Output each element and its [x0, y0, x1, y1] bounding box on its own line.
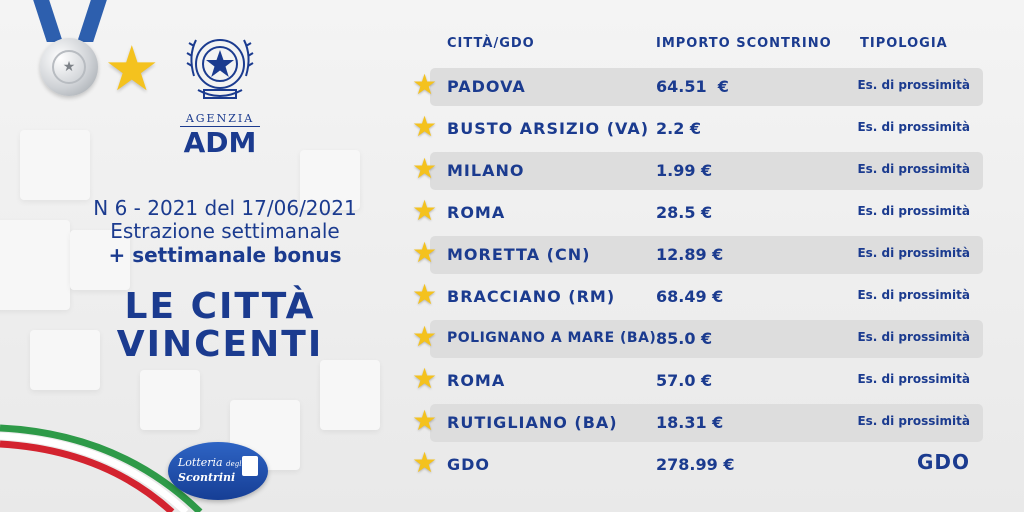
row-city: BUSTO ARSIZIO (VA) — [447, 119, 650, 138]
table-row: ★ RUTIGLIANO (BA) 18.31 € Es. di prossim… — [412, 400, 1012, 442]
italian-flag-swoosh — [0, 424, 203, 512]
logo-line-2: degli — [226, 460, 244, 468]
receipt-icon — [242, 456, 258, 476]
table-row: ★ PADOVA 64.51 € Es. di prossimità — [412, 64, 1012, 106]
italian-republic-emblem — [186, 39, 254, 99]
decor-square — [30, 330, 100, 390]
decor-square — [140, 370, 200, 430]
row-amount: 57.0 € — [656, 371, 713, 390]
row-type: Es. di prossimità — [857, 288, 970, 302]
row-type: GDO — [916, 450, 970, 474]
decor-square — [300, 150, 360, 210]
row-band — [430, 152, 983, 190]
row-city: ROMA — [447, 203, 506, 222]
issue-number: N 6 - 2021 del 17/06/2021 — [93, 196, 357, 220]
title-line-1: LE CITTÀ — [124, 286, 316, 327]
logo-line-1: Lotteria — [178, 456, 223, 469]
small-star-icon: ★ — [412, 194, 438, 227]
small-star-icon: ★ — [412, 404, 438, 437]
table-row: ★ BRACCIANO (RM) 68.49 € Es. di prossimi… — [412, 274, 1012, 314]
column-header-amount: IMPORTO SCONTRINO — [656, 36, 832, 51]
agency-label: AGENZIA — [180, 112, 260, 127]
row-type: Es. di prossimità — [857, 78, 970, 92]
row-city: RUTIGLIANO (BA) — [447, 413, 618, 432]
row-type: Es. di prossimità — [857, 414, 970, 428]
row-amount: 85.0 € — [656, 329, 713, 348]
row-band — [430, 404, 983, 442]
title-line-2: VINCENTI — [116, 324, 324, 365]
row-type: Es. di prossimità — [857, 330, 970, 344]
agency-logo-text: ADM — [183, 126, 257, 159]
row-city: GDO — [447, 455, 491, 474]
logo-line-3: Scontrini — [178, 471, 236, 484]
decor-square — [320, 360, 380, 430]
decor-square — [70, 230, 130, 290]
medal-ribbon — [33, 0, 63, 42]
small-star-icon: ★ — [412, 152, 438, 185]
gold-star-icon: ★ — [104, 32, 160, 105]
decor-square — [20, 130, 90, 200]
page-title: LE CITTÀ VINCENTI — [0, 288, 440, 364]
row-city: POLIGNANO A MARE (BA) — [447, 330, 657, 346]
table-row: ★ ROMA 28.5 € Es. di prossimità — [412, 190, 1012, 230]
decor-square — [0, 220, 70, 310]
row-amount: 2.2 € — [656, 119, 702, 138]
table-row: ★ MORETTA (CN) 12.89 € Es. di prossimità — [412, 232, 1012, 274]
row-type: Es. di prossimità — [857, 204, 970, 218]
row-amount: 12.89 € — [656, 245, 724, 264]
small-star-icon: ★ — [412, 236, 438, 269]
row-type: Es. di prossimità — [857, 372, 970, 386]
table-row: ★ ROMA 57.0 € Es. di prossimità — [412, 358, 1012, 398]
small-star-icon: ★ — [412, 362, 438, 395]
row-amount: 278.99 € — [656, 455, 735, 474]
small-star-icon: ★ — [412, 278, 438, 311]
row-amount: 64.51 € — [656, 77, 729, 96]
row-amount: 18.31 € — [656, 413, 724, 432]
row-band — [430, 236, 983, 274]
row-city: PADOVA — [447, 77, 526, 96]
row-city: BRACCIANO (RM) — [447, 287, 616, 306]
table-row: ★ POLIGNANO A MARE (BA) 85.0 € Es. di pr… — [412, 316, 1012, 358]
row-type: Es. di prossimità — [857, 162, 970, 176]
small-star-icon: ★ — [412, 110, 438, 143]
small-star-icon: ★ — [412, 320, 438, 353]
draw-type: Estrazione settimanale — [110, 219, 340, 243]
table-row: ★ BUSTO ARSIZIO (VA) 2.2 € Es. di prossi… — [412, 106, 1012, 146]
small-star-icon: ★ — [412, 68, 438, 101]
table-row: ★ MILANO 1.99 € Es. di prossimità — [412, 148, 1012, 190]
row-type: Es. di prossimità — [857, 120, 970, 134]
row-band — [430, 320, 983, 358]
bonus-draw: + settimanale bonus — [108, 243, 342, 267]
table-row: ★ GDO 278.99 € GDO — [412, 442, 1012, 482]
row-band — [430, 68, 983, 106]
left-panel: ★ ★ AGENZIA ADM N 6 - 2021 del 17/06/202… — [0, 0, 400, 512]
silver-medal-icon: ★ — [40, 38, 98, 96]
row-amount: 28.5 € — [656, 203, 713, 222]
medal-ribbon — [77, 0, 107, 42]
row-city: MORETTA (CN) — [447, 245, 591, 264]
row-amount: 68.49 € — [656, 287, 724, 306]
lotteria-scontrini-logo: Lotteria degli Scontrini — [168, 442, 268, 500]
row-city: MILANO — [447, 161, 525, 180]
logo-text: Lotteria degli Scontrini — [178, 456, 248, 484]
column-header-city: CITTÀ/GDO — [447, 36, 535, 51]
small-star-icon: ★ — [412, 446, 438, 479]
row-type: Es. di prossimità — [857, 246, 970, 260]
row-city: ROMA — [447, 371, 506, 390]
row-amount: 1.99 € — [656, 161, 713, 180]
column-header-type: TIPOLOGIA — [860, 36, 948, 51]
